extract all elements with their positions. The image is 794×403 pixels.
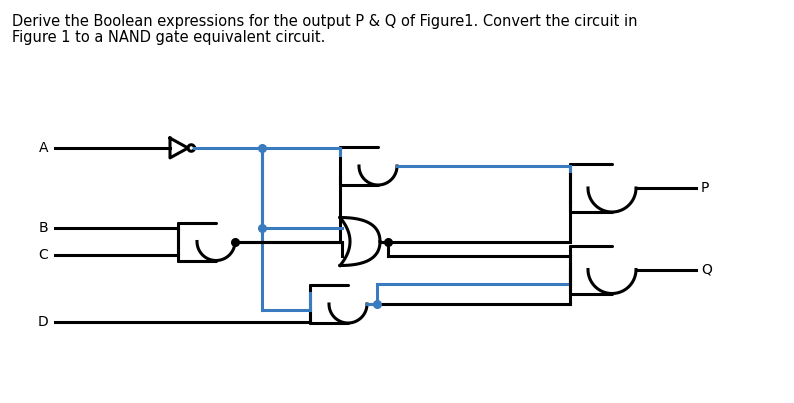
Text: Derive the Boolean expressions for the output P & Q of Figure1. Convert the circ: Derive the Boolean expressions for the o… <box>12 14 638 29</box>
Text: Q: Q <box>701 262 712 276</box>
Text: Figure 1 to a NAND gate equivalent circuit.: Figure 1 to a NAND gate equivalent circu… <box>12 30 326 45</box>
Text: C: C <box>38 248 48 262</box>
Text: B: B <box>38 221 48 235</box>
Text: A: A <box>38 141 48 155</box>
Text: P: P <box>701 181 709 195</box>
Text: D: D <box>37 315 48 329</box>
